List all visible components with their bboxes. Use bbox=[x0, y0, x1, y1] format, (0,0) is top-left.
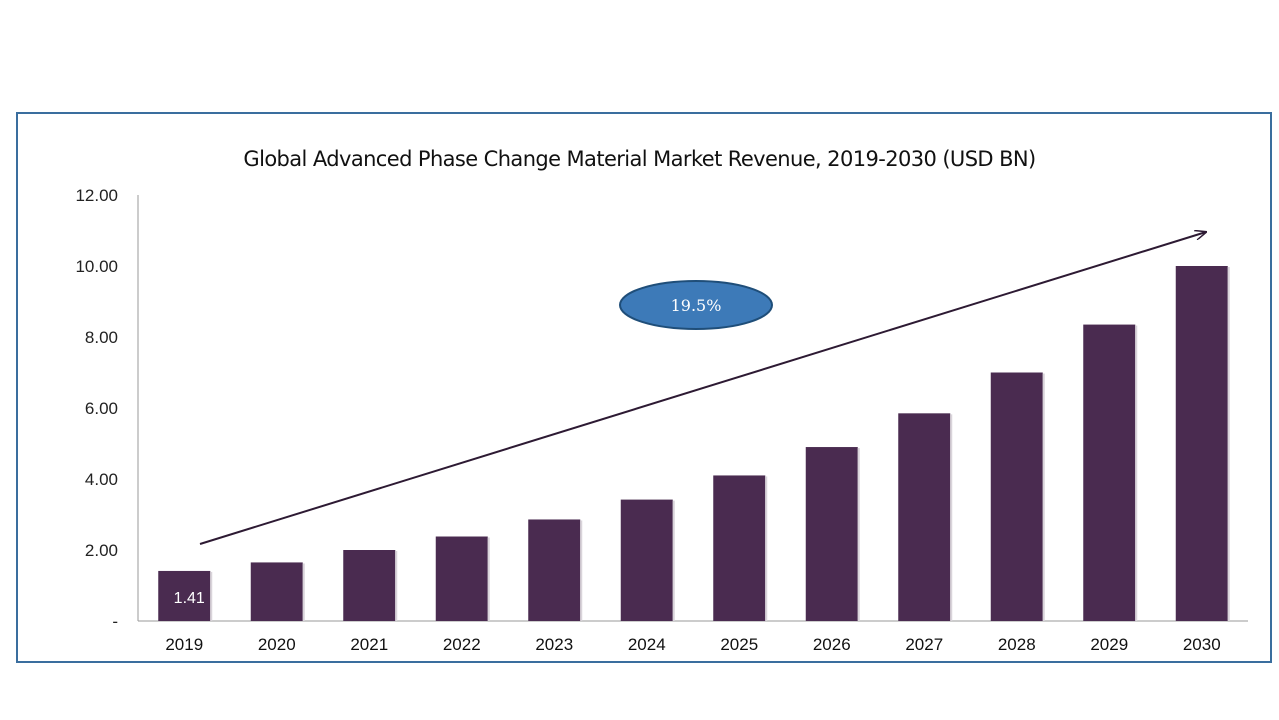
bars bbox=[158, 266, 1230, 621]
x-tick-label: 2028 bbox=[998, 635, 1036, 654]
bar-shadow-2025 bbox=[765, 476, 768, 621]
bar-2030 bbox=[1175, 266, 1228, 621]
x-tick-label: 2027 bbox=[905, 635, 943, 654]
bar-2029 bbox=[1083, 324, 1136, 621]
cagr-ellipse bbox=[619, 280, 773, 330]
bar-shadow-2023 bbox=[580, 520, 583, 621]
x-tick-label: 2021 bbox=[350, 635, 388, 654]
bar-shadow-2020 bbox=[302, 563, 305, 621]
x-tick-label: 2022 bbox=[443, 635, 481, 654]
data-label: 1.41 bbox=[174, 590, 205, 607]
bar-2020 bbox=[250, 562, 303, 621]
annotations: 19.5% bbox=[199, 232, 1206, 545]
x-tick-label: 2020 bbox=[258, 635, 296, 654]
x-tick-label: 2025 bbox=[720, 635, 758, 654]
bar-shadow-2027 bbox=[950, 414, 953, 621]
bar-shadow-2029 bbox=[1135, 325, 1138, 621]
x-tick-label: 2019 bbox=[165, 635, 203, 654]
y-tick-label: 6.00 bbox=[85, 399, 118, 418]
bar-2023 bbox=[528, 519, 581, 621]
y-tick-label: - bbox=[112, 612, 118, 631]
y-tick-label: 4.00 bbox=[85, 470, 118, 489]
bar-shadow-2026 bbox=[857, 448, 860, 621]
bar-shadow-2030 bbox=[1227, 267, 1230, 621]
bar-2019 bbox=[158, 570, 211, 621]
y-tick-label: 2.00 bbox=[85, 541, 118, 560]
bar-shadow-2019 bbox=[210, 571, 213, 621]
x-tick-label: 2030 bbox=[1183, 635, 1221, 654]
y-tick-label: 10.00 bbox=[75, 257, 118, 276]
x-tick-label: 2026 bbox=[813, 635, 851, 654]
bar-2026 bbox=[805, 447, 858, 621]
x-tick-label: 2023 bbox=[535, 635, 573, 654]
bar-2028 bbox=[990, 372, 1043, 621]
bar-2024 bbox=[620, 499, 673, 621]
x-tick-label: 2029 bbox=[1090, 635, 1128, 654]
y-tick-label: 12.00 bbox=[75, 186, 118, 205]
bar-shadow-2021 bbox=[395, 551, 398, 621]
bar-2025 bbox=[713, 475, 766, 621]
chart-title: Global Advanced Phase Change Material Ma… bbox=[243, 147, 1036, 171]
y-tick-label: 8.00 bbox=[85, 328, 118, 347]
x-tick-label: 2024 bbox=[628, 635, 666, 654]
bar-2027 bbox=[898, 413, 951, 621]
bar-2022 bbox=[435, 536, 488, 621]
cagr-label: 19.5% bbox=[671, 296, 722, 315]
bar-shadow-2022 bbox=[487, 537, 490, 621]
bar-shadow-2024 bbox=[672, 500, 675, 621]
bar-shadow-2028 bbox=[1042, 373, 1045, 621]
axes bbox=[137, 195, 1248, 622]
bar-2021 bbox=[343, 550, 396, 621]
labels: - 2.00 4.00 6.00 8.00 10.00 12.00 2019 2020 2021 2… bbox=[75, 186, 1220, 654]
trend-arrow bbox=[199, 232, 1206, 545]
